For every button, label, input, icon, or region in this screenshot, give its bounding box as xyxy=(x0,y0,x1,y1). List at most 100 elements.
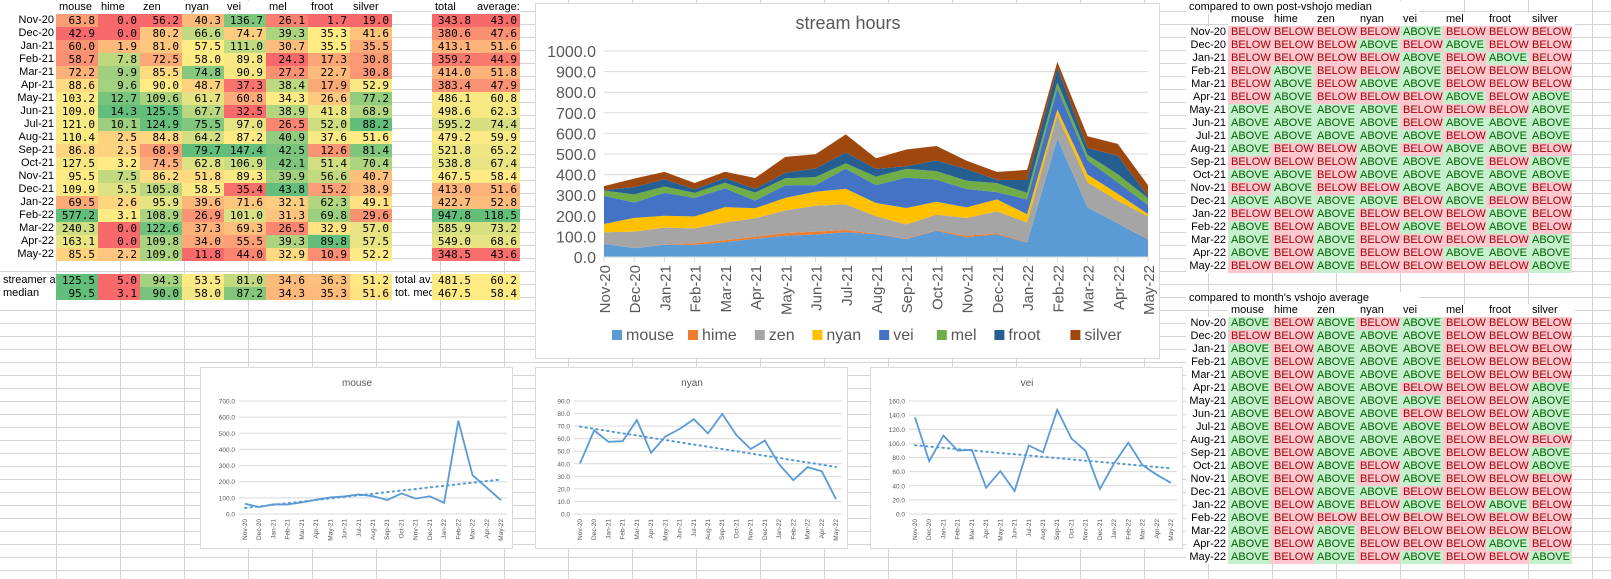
hours-cell[interactable]: 2.6 xyxy=(98,196,140,209)
hours-cell[interactable]: 3.1 xyxy=(98,209,140,222)
comparison-cell-above[interactable]: ABOVE xyxy=(1314,356,1357,369)
hours-cell[interactable]: 68.9 xyxy=(140,144,182,157)
comparison-cell-below[interactable]: BELOW xyxy=(1271,156,1314,169)
hours-cell[interactable]: 0.0 xyxy=(98,14,140,27)
comparison-cell-above[interactable]: ABOVE xyxy=(1314,499,1357,512)
comparison-cell-below[interactable]: BELOW xyxy=(1228,208,1271,221)
comparison-cell-above[interactable]: ABOVE xyxy=(1228,395,1271,408)
hours-cell[interactable]: 0.0 xyxy=(98,222,140,235)
comparison-cell-above[interactable]: ABOVE xyxy=(1400,156,1443,169)
average-cell[interactable]: 73.2 xyxy=(474,222,520,235)
comparison-cell-below[interactable]: BELOW xyxy=(1486,395,1529,408)
hours-cell[interactable]: 30.8 xyxy=(350,53,392,66)
comparison-cell-above[interactable]: ABOVE xyxy=(1443,169,1486,182)
comparison-cell-above[interactable]: ABOVE xyxy=(1400,330,1443,343)
comparison-cell-above[interactable]: ABOVE xyxy=(1228,234,1271,247)
comparison-cell-below[interactable]: BELOW xyxy=(1486,234,1529,247)
comparison-cell-below[interactable]: BELOW xyxy=(1443,408,1486,421)
hours-cell[interactable]: 89.8 xyxy=(308,235,350,248)
comparison-cell-above[interactable]: ABOVE xyxy=(1400,551,1443,564)
comparison-cell-below[interactable]: BELOW xyxy=(1314,65,1357,78)
comparison-cell-below[interactable]: BELOW xyxy=(1228,52,1271,65)
comparison-cell-above[interactable]: ABOVE xyxy=(1529,130,1572,143)
legend-label-hime[interactable]: hime xyxy=(702,327,737,344)
comparison-cell-above[interactable]: ABOVE xyxy=(1400,369,1443,382)
average-cell[interactable]: 74.4 xyxy=(474,118,520,131)
comparison-cell-below[interactable]: BELOW xyxy=(1443,78,1486,91)
comparison-cell-below[interactable]: BELOW xyxy=(1271,330,1314,343)
comparison-cell-below[interactable]: BELOW xyxy=(1271,551,1314,564)
summary-cell[interactable]: 87.2 xyxy=(224,287,266,300)
comparison-cell-below[interactable]: BELOW xyxy=(1357,91,1400,104)
comparison-cell-above[interactable]: ABOVE xyxy=(1271,78,1314,91)
comparison-cell-below[interactable]: BELOW xyxy=(1486,356,1529,369)
comparison-cell-above[interactable]: ABOVE xyxy=(1529,156,1572,169)
hours-cell[interactable]: 38.9 xyxy=(266,105,308,118)
comparison-cell-above[interactable]: ABOVE xyxy=(1271,195,1314,208)
comparison-cell-above[interactable]: ABOVE xyxy=(1400,130,1443,143)
hours-cell[interactable]: 10.1 xyxy=(98,118,140,131)
hours-cell[interactable]: 37.3 xyxy=(224,79,266,92)
comparison-cell-below[interactable]: BELOW xyxy=(1443,538,1486,551)
comparison-cell-below[interactable]: BELOW xyxy=(1443,434,1486,447)
hours-cell[interactable]: 29.6 xyxy=(350,209,392,222)
hours-cell[interactable]: 109.6 xyxy=(140,92,182,105)
hours-cell[interactable]: 39.3 xyxy=(266,27,308,40)
hours-cell[interactable]: 163.1 xyxy=(56,235,98,248)
hours-cell[interactable]: 74.5 xyxy=(140,157,182,170)
legend-label-zen[interactable]: zen xyxy=(769,327,795,344)
comparison-cell-below[interactable]: BELOW xyxy=(1357,65,1400,78)
hours-cell[interactable]: 49.1 xyxy=(350,196,392,209)
comparison-cell-above[interactable]: ABOVE xyxy=(1486,499,1529,512)
summary-cell[interactable]: 35.3 xyxy=(308,287,350,300)
hours-cell[interactable]: 69.8 xyxy=(308,209,350,222)
hours-cell[interactable]: 38.9 xyxy=(350,183,392,196)
comparison-cell-below[interactable]: BELOW xyxy=(1271,356,1314,369)
comparison-cell-below[interactable]: BELOW xyxy=(1400,208,1443,221)
hours-cell[interactable]: 62.3 xyxy=(308,196,350,209)
comparison-cell-above[interactable]: ABOVE xyxy=(1271,104,1314,117)
comparison-cell-above[interactable]: ABOVE xyxy=(1357,369,1400,382)
comparison-cell-below[interactable]: BELOW xyxy=(1529,330,1572,343)
comparison-cell-below[interactable]: BELOW xyxy=(1529,195,1572,208)
hours-cell[interactable]: 31.3 xyxy=(266,209,308,222)
comparison-cell-above[interactable]: ABOVE xyxy=(1314,538,1357,551)
hours-cell[interactable]: 2.2 xyxy=(98,248,140,261)
comparison-cell-below[interactable]: BELOW xyxy=(1271,317,1314,330)
comparison-cell-above[interactable]: ABOVE xyxy=(1314,343,1357,356)
hours-cell[interactable]: 109.9 xyxy=(56,183,98,196)
comparison-cell-above[interactable]: ABOVE xyxy=(1314,486,1357,499)
area-layer-mel[interactable] xyxy=(604,82,1148,205)
hours-cell[interactable]: 43.8 xyxy=(266,183,308,196)
comparison-cell-above[interactable]: ABOVE xyxy=(1486,117,1529,130)
hours-cell[interactable]: 44.0 xyxy=(224,248,266,261)
comparison-cell-below[interactable]: BELOW xyxy=(1271,447,1314,460)
comparison-cell-below[interactable]: BELOW xyxy=(1529,525,1572,538)
hours-cell[interactable]: 577.2 xyxy=(56,209,98,222)
hours-cell[interactable]: 95.5 xyxy=(56,170,98,183)
hours-cell[interactable]: 26.9 xyxy=(182,209,224,222)
comparison-cell-below[interactable]: BELOW xyxy=(1271,26,1314,39)
hours-cell[interactable]: 26.5 xyxy=(266,222,308,235)
hours-cell[interactable]: 42.9 xyxy=(56,27,98,40)
comparison-cell-above[interactable]: ABOVE xyxy=(1443,91,1486,104)
hours-cell[interactable]: 17.3 xyxy=(308,53,350,66)
area-layer-silver[interactable] xyxy=(604,61,1148,196)
hours-cell[interactable]: 55.5 xyxy=(224,235,266,248)
comparison-cell-above[interactable]: ABOVE xyxy=(1314,208,1357,221)
hours-cell[interactable]: 51.4 xyxy=(308,157,350,170)
comparison-cell-above[interactable]: ABOVE xyxy=(1228,538,1271,551)
comparison-cell-above[interactable]: ABOVE xyxy=(1314,551,1357,564)
comparison-cell-below[interactable]: BELOW xyxy=(1443,369,1486,382)
comparison-cell-below[interactable]: BELOW xyxy=(1271,208,1314,221)
hours-cell[interactable]: 40.7 xyxy=(350,170,392,183)
comparison-cell-below[interactable]: BELOW xyxy=(1271,486,1314,499)
summary-cell[interactable]: 53.5 xyxy=(182,274,224,287)
comparison-cell-above[interactable]: ABOVE xyxy=(1228,525,1271,538)
area-layer-mouse[interactable] xyxy=(604,138,1148,257)
comparison-cell-above[interactable]: ABOVE xyxy=(1357,408,1400,421)
comparison-cell-below[interactable]: BELOW xyxy=(1486,260,1529,273)
comparison-cell-above[interactable]: ABOVE xyxy=(1486,169,1529,182)
hours-cell[interactable]: 69.5 xyxy=(56,196,98,209)
comparison-cell-above[interactable]: ABOVE xyxy=(1400,460,1443,473)
